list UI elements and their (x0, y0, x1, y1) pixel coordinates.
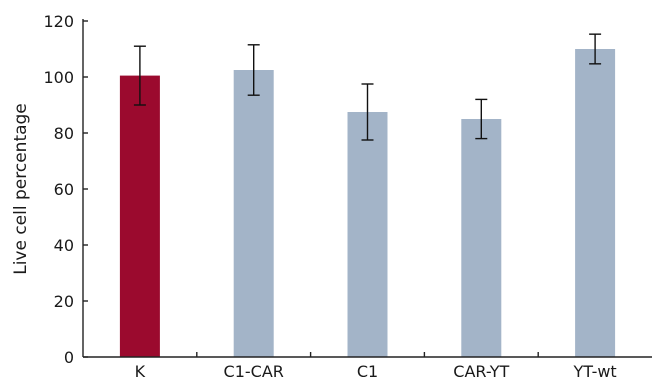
y-axis-title: Live cell percentage (11, 103, 31, 275)
error-bar (361, 83, 374, 141)
x-tick-label: K (135, 362, 146, 381)
bar (461, 119, 502, 357)
y-tick-label: 60 (54, 180, 74, 199)
y-tick-label: 120 (43, 12, 74, 31)
x-tick-label: CAR-YT (453, 362, 509, 381)
y-tick-label: 0 (64, 348, 74, 367)
error-bar (133, 45, 146, 106)
plot-area: 0 20 40 60 80 100 120 K C1-CAR C1 CAR-YT YT-wt (43, 12, 652, 381)
bar (119, 75, 160, 357)
error-bars (133, 33, 602, 141)
y-tick-label: 100 (43, 68, 74, 87)
bar (347, 112, 388, 357)
y-tick-label: 80 (54, 124, 74, 143)
bar (233, 70, 274, 357)
x-tick-label: C1 (357, 362, 378, 381)
x-tick-label: YT-wt (572, 362, 616, 381)
error-bar (589, 33, 602, 65)
x-axis-ticks: K C1-CAR C1 CAR-YT YT-wt (135, 352, 617, 381)
bar (575, 49, 616, 357)
bars (119, 49, 616, 357)
y-tick-label: 20 (54, 292, 74, 311)
y-axis-ticks: 0 20 40 60 80 100 120 (43, 12, 88, 367)
error-bar (475, 98, 488, 140)
error-bar (247, 44, 260, 96)
y-tick-label: 40 (54, 236, 74, 255)
x-tick-label: C1-CAR (224, 362, 284, 381)
